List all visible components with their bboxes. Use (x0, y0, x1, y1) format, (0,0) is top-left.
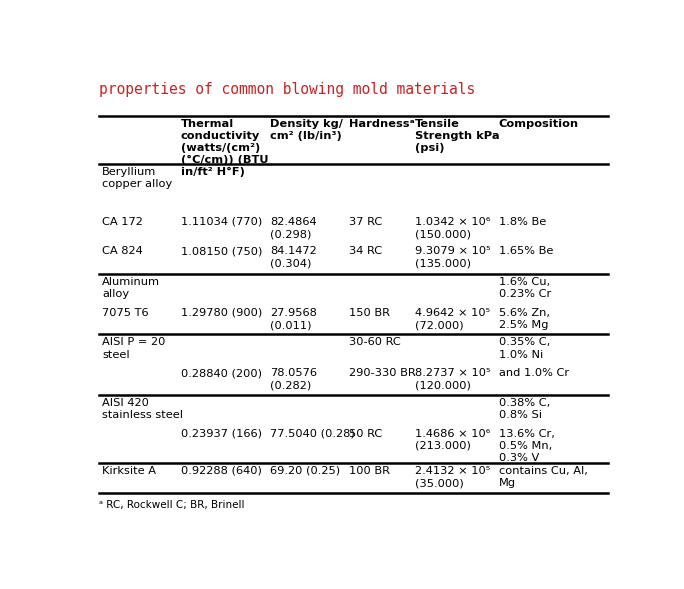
Text: 1.6% Cu,
0.23% Cr: 1.6% Cu, 0.23% Cr (499, 277, 551, 299)
Text: 69.20 (0.25): 69.20 (0.25) (270, 466, 340, 476)
Text: 1.11034 (770): 1.11034 (770) (181, 217, 262, 227)
Text: 1.65% Be: 1.65% Be (499, 246, 553, 256)
Text: 0.23937 (166): 0.23937 (166) (181, 429, 262, 439)
Text: 30-60 RC: 30-60 RC (349, 337, 401, 348)
Text: 77.5040 (0.28): 77.5040 (0.28) (270, 429, 354, 439)
Text: Hardnessᵃ: Hardnessᵃ (349, 119, 415, 129)
Text: 150 BR: 150 BR (349, 308, 390, 318)
Text: 82.4864
(0.298): 82.4864 (0.298) (270, 217, 317, 239)
Text: 13.6% Cr,
0.5% Mn,
0.3% V: 13.6% Cr, 0.5% Mn, 0.3% V (499, 429, 555, 464)
Text: 8.2737 × 10⁵
(120.000): 8.2737 × 10⁵ (120.000) (415, 368, 490, 391)
Text: 0.92288 (640): 0.92288 (640) (181, 466, 262, 476)
Text: Density kg/
cm² (lb/in³): Density kg/ cm² (lb/in³) (270, 119, 343, 141)
Text: CA 824: CA 824 (102, 246, 143, 256)
Text: Aluminum
alloy: Aluminum alloy (102, 277, 160, 299)
Text: 1.29780 (900): 1.29780 (900) (181, 308, 262, 318)
Text: 1.0342 × 10⁶
(150.000): 1.0342 × 10⁶ (150.000) (415, 217, 490, 239)
Text: 1.8% Be: 1.8% Be (499, 217, 546, 227)
Text: 7075 T6: 7075 T6 (102, 308, 148, 318)
Text: AISI 420
stainless steel: AISI 420 stainless steel (102, 398, 183, 420)
Text: 34 RC: 34 RC (349, 246, 382, 256)
Text: 290-330 BR: 290-330 BR (349, 368, 415, 378)
Text: 1.4686 × 10⁶
(213.000): 1.4686 × 10⁶ (213.000) (415, 429, 490, 451)
Text: 0.35% C,
1.0% Ni: 0.35% C, 1.0% Ni (499, 337, 550, 360)
Text: 0.28840 (200): 0.28840 (200) (181, 368, 262, 378)
Text: ᵃ RC, Rockwell C; BR, Brinell: ᵃ RC, Rockwell C; BR, Brinell (98, 500, 244, 510)
Text: Kirksite A: Kirksite A (102, 466, 156, 476)
Text: 84.1472
(0.304): 84.1472 (0.304) (270, 246, 317, 269)
Text: 4.9642 × 10⁵
(72.000): 4.9642 × 10⁵ (72.000) (415, 308, 490, 330)
Text: contains Cu, Al,
Mg: contains Cu, Al, Mg (499, 466, 588, 488)
Text: properties of common blowing mold materials: properties of common blowing mold materi… (98, 82, 475, 97)
Text: 0.38% C,
0.8% Si: 0.38% C, 0.8% Si (499, 398, 550, 420)
Text: 1.08150 (750): 1.08150 (750) (181, 246, 262, 256)
Text: Composition: Composition (499, 119, 579, 129)
Text: AISI P = 20
steel: AISI P = 20 steel (102, 337, 166, 360)
Text: 37 RC: 37 RC (349, 217, 382, 227)
Text: 2.4132 × 10⁵
(35.000): 2.4132 × 10⁵ (35.000) (415, 466, 490, 488)
Text: Tensile
Strength kPa
(psi): Tensile Strength kPa (psi) (415, 119, 499, 153)
Text: 50 RC: 50 RC (349, 429, 382, 439)
Text: 27.9568
(0.011): 27.9568 (0.011) (270, 308, 317, 330)
Text: 5.6% Zn,
2.5% Mg: 5.6% Zn, 2.5% Mg (499, 308, 550, 330)
Text: 9.3079 × 10⁵
(135.000): 9.3079 × 10⁵ (135.000) (415, 246, 490, 269)
Text: and 1.0% Cr: and 1.0% Cr (499, 368, 569, 378)
Text: CA 172: CA 172 (102, 217, 143, 227)
Text: 100 BR: 100 BR (349, 466, 390, 476)
Text: 78.0576
(0.282): 78.0576 (0.282) (270, 368, 317, 391)
Text: Thermal
conductivity
(watts/(cm²)
(°C/cm)) (BTU
in/ft² H°F): Thermal conductivity (watts/(cm²) (°C/cm… (181, 119, 268, 177)
Text: Beryllium
copper alloy: Beryllium copper alloy (102, 167, 172, 189)
